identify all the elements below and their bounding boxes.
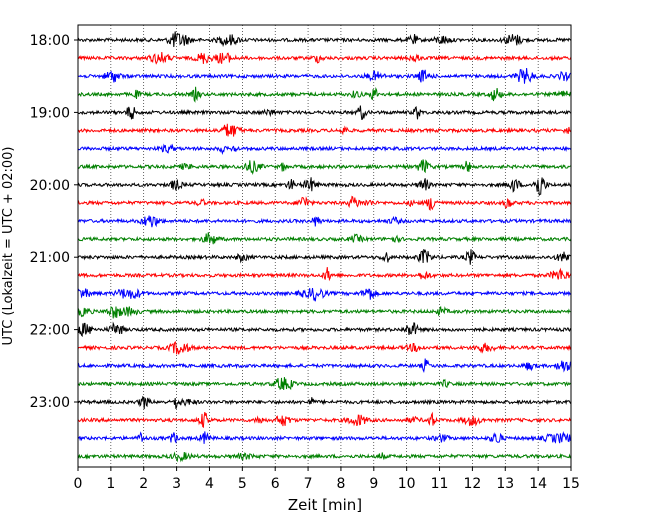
- x-tick-label: 4: [205, 476, 214, 492]
- y-tick-label: 22:00: [30, 323, 70, 339]
- trace-1900: [77, 105, 572, 120]
- trace-2300: [77, 395, 572, 410]
- trace-2215: [77, 340, 572, 355]
- x-tick-label: 14: [529, 476, 547, 492]
- y-tick-label: 23:00: [30, 395, 70, 411]
- trace-2200: [77, 321, 572, 338]
- y-axis: 18:00 19:00 20:00 21:00 22:00 23:00: [30, 33, 78, 411]
- trace-layer: [77, 31, 572, 463]
- x-tick-label: 6: [271, 476, 280, 492]
- trace-2345: [77, 451, 572, 463]
- trace-2230: [77, 358, 572, 373]
- x-tick-label: 3: [172, 476, 181, 492]
- x-tick-label: 15: [562, 476, 580, 492]
- trace-2115: [77, 267, 572, 282]
- y-tick-label: 19:00: [30, 105, 70, 121]
- x-tick-label: 12: [463, 476, 481, 492]
- plot-frame: [77, 24, 572, 468]
- trace-1945: [77, 159, 572, 175]
- x-tick-label: 11: [431, 476, 449, 492]
- y-tick-label: 21:00: [30, 250, 70, 266]
- y-tick-label: 18:00: [30, 33, 70, 49]
- x-tick-label: 9: [369, 476, 378, 492]
- x-tick-label: 10: [398, 476, 416, 492]
- trace-2045: [77, 232, 572, 245]
- x-axis: 0 1 2 3 4 5 6 7 8 9 10 11 12 13 14 15: [74, 467, 580, 492]
- trace-1845: [77, 86, 572, 103]
- x-axis-label: Zeit [min]: [288, 496, 362, 514]
- trace-1815: [77, 51, 572, 65]
- x-tick-label: 0: [74, 476, 83, 492]
- trace-2030: [77, 215, 572, 228]
- trace-1830: [77, 67, 572, 84]
- x-tick-label: 7: [304, 476, 313, 492]
- y-axis-label: UTC (Lokalzeit = UTC + 02:00): [1, 147, 16, 346]
- trace-2245: [77, 377, 572, 391]
- trace-2015: [77, 195, 572, 211]
- trace-1930: [77, 143, 572, 156]
- trace-2100: [77, 248, 572, 265]
- trace-2330: [77, 430, 572, 444]
- y-tick-label: 20:00: [30, 178, 70, 194]
- trace-2145: [77, 305, 572, 319]
- trace-2130: [77, 287, 572, 302]
- x-tick-label: 5: [238, 476, 247, 492]
- x-tick-label: 13: [496, 476, 514, 492]
- trace-1915: [77, 123, 572, 137]
- trace-2000: [77, 177, 572, 197]
- x-tick-label: 1: [106, 476, 115, 492]
- x-tick-label: 8: [336, 476, 345, 492]
- trace-2315: [77, 411, 572, 429]
- x-tick-label: 2: [139, 476, 148, 492]
- trace-1800: [77, 31, 572, 48]
